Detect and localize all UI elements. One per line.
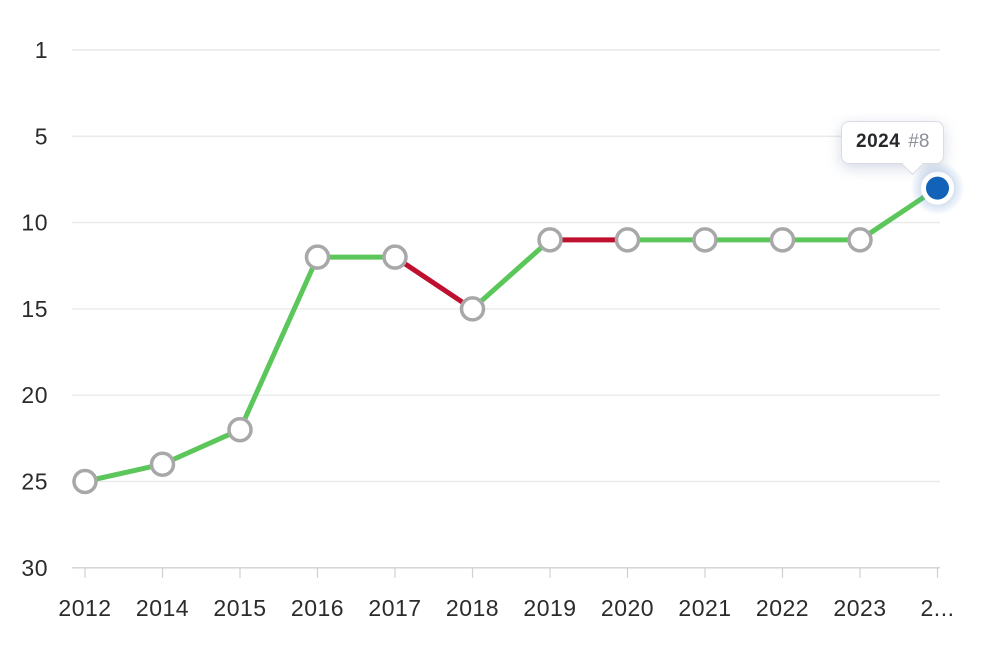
line-segment-2012-2014: [82, 461, 165, 484]
y-tick-label-20: 20: [21, 382, 48, 408]
line-segment-2017-2018: [392, 254, 475, 312]
grid-layer: [72, 49, 940, 578]
y-tick-label-25: 25: [21, 469, 48, 495]
data-point-2018[interactable]: [459, 296, 486, 322]
data-point-2015[interactable]: [227, 416, 253, 443]
data-point-2014[interactable]: [149, 451, 176, 477]
x-tick-label-2014: 2014: [136, 595, 189, 621]
y-tick-label-15: 15: [21, 296, 48, 322]
data-point-2016[interactable]: [304, 244, 331, 270]
x-tick-label-2022: 2022: [756, 595, 809, 621]
data-point-2020[interactable]: [614, 227, 641, 253]
x-tick-label-2015: 2015: [213, 595, 266, 621]
data-point-2012[interactable]: [72, 468, 98, 495]
tooltip-year: 2024: [856, 131, 901, 152]
line-segment-2018-2019: [470, 237, 553, 312]
y-tick-label-1: 1: [35, 37, 48, 63]
series-layer: [72, 161, 965, 495]
data-point-2021[interactable]: [692, 227, 718, 253]
y-tick-label-10: 10: [21, 210, 48, 236]
x-tick-label-2023: 2023: [833, 595, 886, 621]
data-point-2023[interactable]: [847, 227, 873, 253]
data-point-2019[interactable]: [537, 227, 563, 253]
tooltip-rank-value: #8: [908, 131, 930, 152]
x-tick-label-2016: 2016: [291, 595, 344, 621]
x-tick-label-2018: 2018: [446, 595, 499, 621]
x-tick-label-2012: 2012: [58, 595, 111, 621]
active-data-point-2024[interactable]: [926, 176, 949, 200]
x-tick-label-2024: 2...: [921, 595, 955, 621]
line-segment-2014-2015: [160, 427, 243, 467]
x-tick-label-2019: 2019: [523, 595, 576, 621]
x-tick-label-2020: 2020: [601, 595, 654, 621]
y-tick-label-5: 5: [35, 123, 48, 149]
tooltip: 2024 #8: [841, 121, 945, 175]
x-tick-label-2021: 2021: [678, 595, 731, 621]
y-tick-label-30: 30: [21, 555, 48, 581]
x-tick-label-2017: 2017: [368, 595, 421, 621]
line-segment-2015-2016: [237, 254, 320, 433]
data-point-2017[interactable]: [382, 244, 408, 270]
data-point-2022[interactable]: [769, 227, 796, 253]
